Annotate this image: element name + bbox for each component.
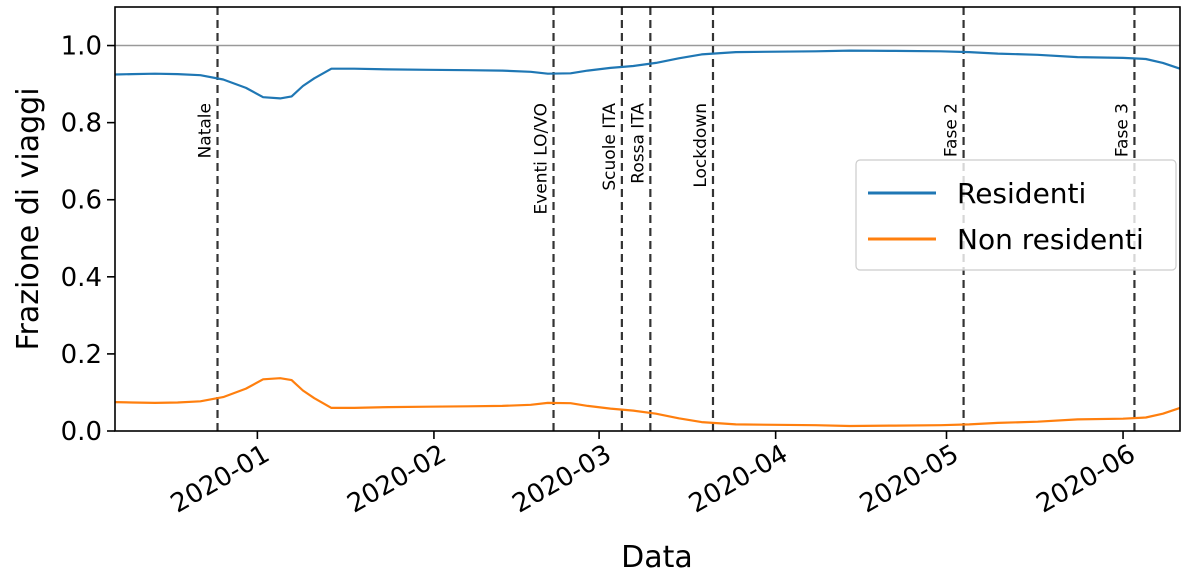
y-tick-label: 0.0 (61, 417, 102, 447)
x-tick-label: 2020-02 (342, 439, 451, 519)
y-tick-label: 0.4 (61, 263, 102, 293)
series-line-non-residenti (114, 377, 1181, 428)
series-line-residenti (114, 49, 1181, 100)
event-label-fase-3: Fase 3 (1112, 103, 1132, 157)
event-label-natale: Natale (196, 103, 216, 158)
plot-frame (114, 6, 1181, 432)
y-axis-label: Frazione di viaggi (11, 87, 46, 350)
x-tick-label: 2020-01 (166, 439, 275, 519)
event-label-fase-2: Fase 2 (942, 103, 962, 157)
y-tick-label: 0.6 (61, 186, 102, 216)
legend-box (855, 159, 1177, 271)
x-tick-label: 2020-05 (855, 439, 964, 519)
x-tick-label: 2020-06 (1031, 439, 1140, 519)
legend: Residenti Non residenti (855, 159, 1177, 271)
y-tick-label: 0.2 (61, 340, 102, 370)
series-layer (114, 49, 1181, 428)
x-tick-label: 2020-04 (684, 439, 793, 519)
event-label-lockdown: Lockdown (691, 103, 711, 188)
event-label-scuole-ita: Scuole ITA (600, 103, 620, 191)
legend-label-residenti: Residenti (957, 177, 1086, 210)
y-tick-label: 1.0 (61, 32, 102, 62)
event-label-rossa-ita: Rossa ITA (628, 103, 648, 184)
y-tick-label: 0.8 (61, 109, 102, 139)
x-axis-label: Data (621, 540, 693, 575)
x-tick-label: 2020-03 (508, 439, 617, 519)
event-label-eventi-lo-vo: Eventi LO/VO (532, 103, 552, 215)
legend-label-non-residenti: Non residenti (957, 223, 1144, 256)
